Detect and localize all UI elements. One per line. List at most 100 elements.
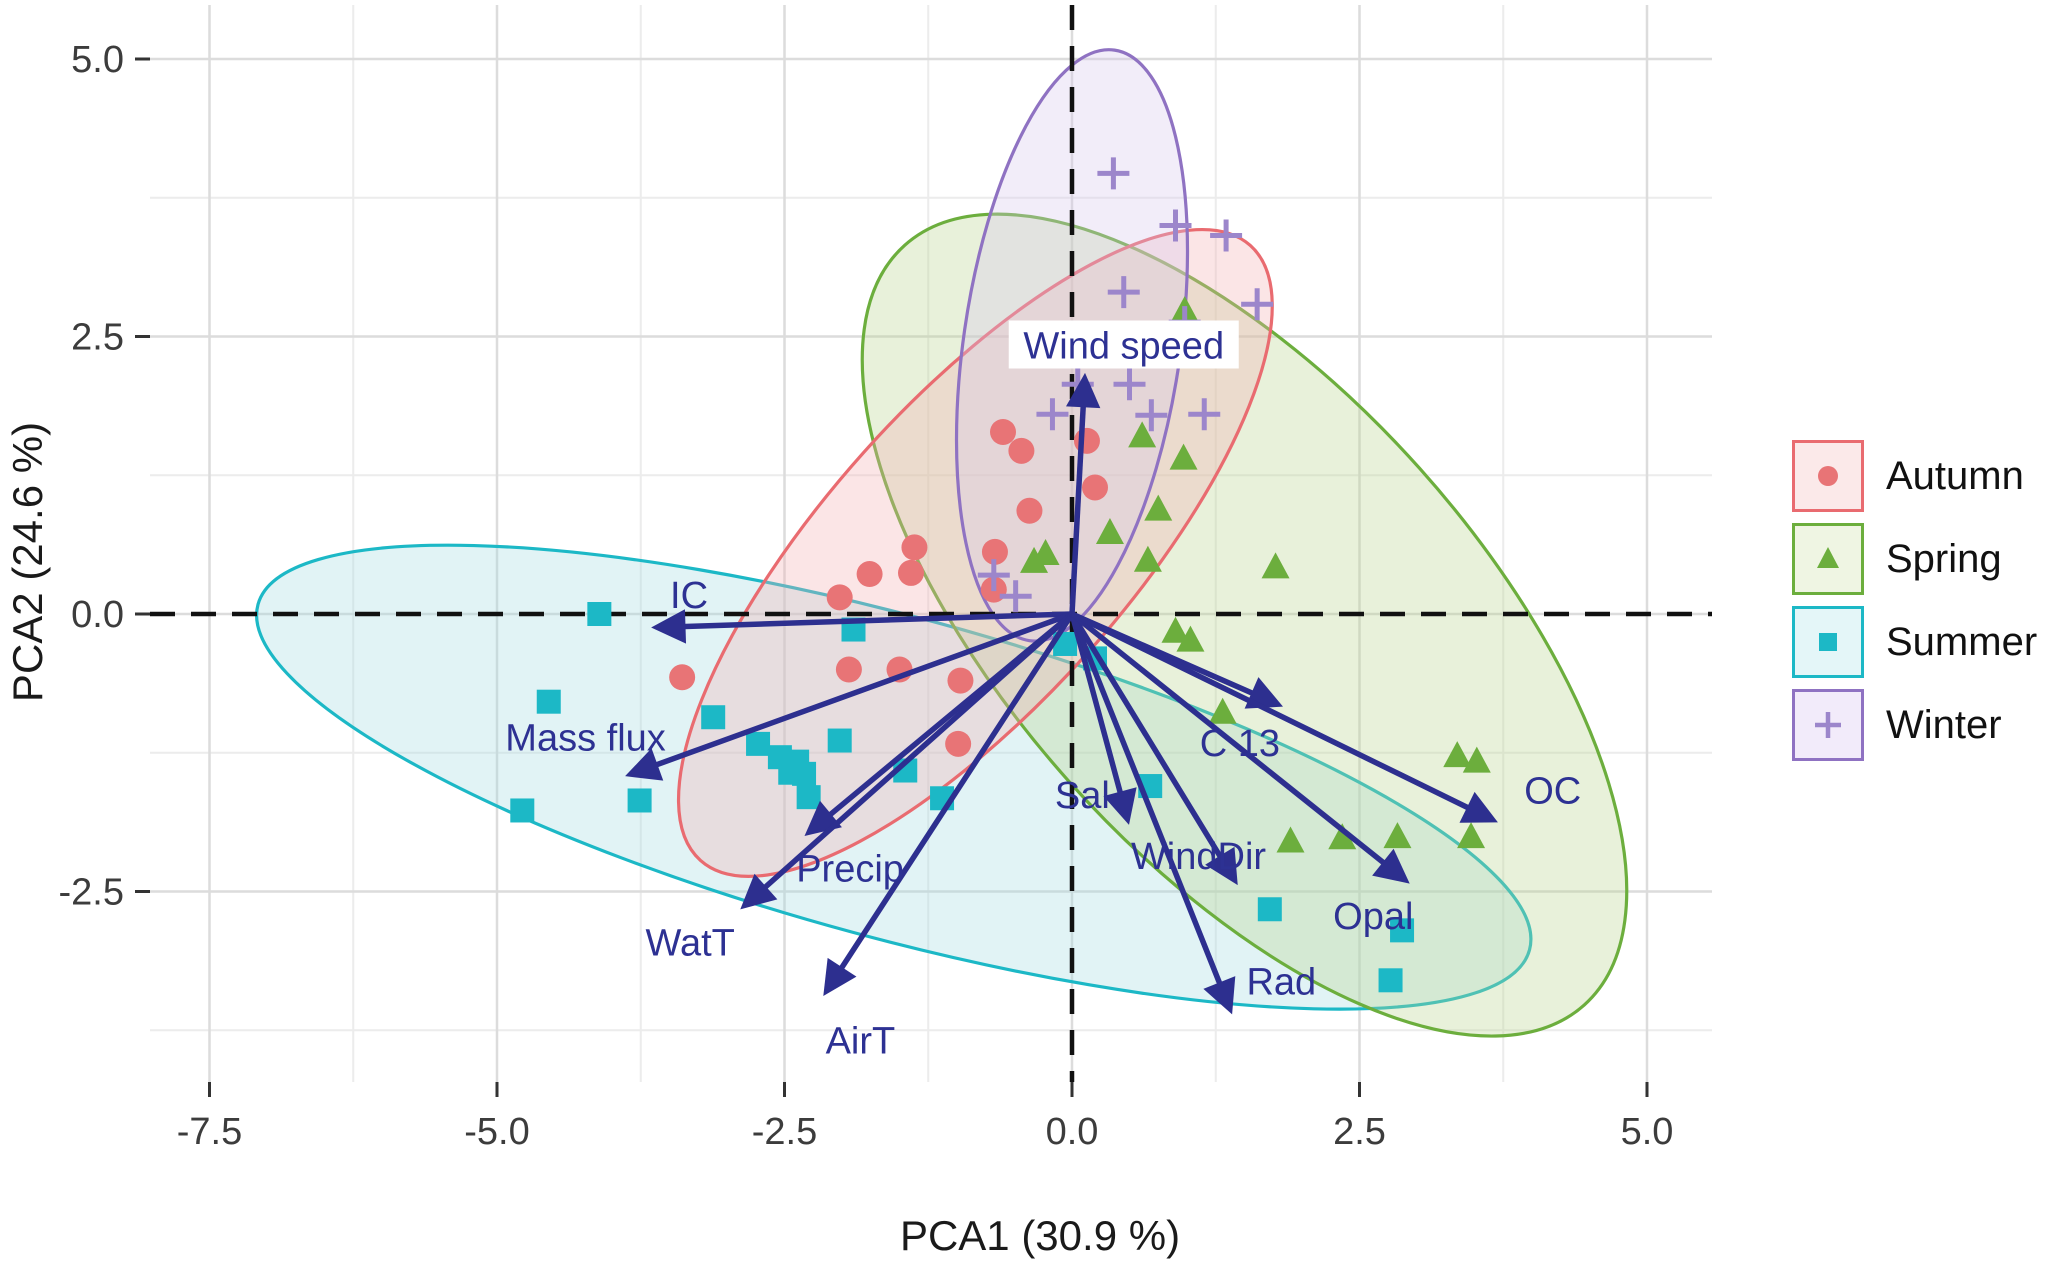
loading-label: Precip <box>796 848 904 890</box>
legend-item-autumn: Autumn <box>1792 440 2037 512</box>
data-point-square <box>701 705 726 730</box>
data-point-circle <box>669 664 696 691</box>
data-point-square <box>792 761 817 786</box>
loading-label: C 13 <box>1200 723 1280 765</box>
loading-arrow-airt <box>823 612 1075 997</box>
data-point-triangle <box>1457 822 1486 849</box>
data-point-plus <box>1241 288 1274 321</box>
y-tick-label: 0.0 <box>71 594 124 636</box>
legend-key-winter <box>1792 689 1864 761</box>
legend-item-spring: Spring <box>1792 523 2037 595</box>
y-axis-title: PCA2 (24.6 %) <box>4 421 51 703</box>
plus-icon <box>1815 712 1841 738</box>
loading-label: IC <box>670 575 708 617</box>
loading-label: WindDir <box>1131 836 1266 878</box>
data-point-triangle <box>1176 625 1205 652</box>
data-point-circle <box>1008 437 1035 464</box>
loading-arrow-oc <box>1070 611 1498 823</box>
loading-label: Mass flux <box>505 717 665 759</box>
loading-arrow-wind-speed <box>1066 372 1101 615</box>
data-point-circle <box>1073 427 1100 454</box>
data-point-circle <box>1082 474 1108 501</box>
legend-key-spring <box>1792 523 1864 595</box>
legend-key-autumn <box>1792 440 1864 512</box>
legend-key-summer <box>1792 606 1864 678</box>
data-point-circle <box>947 667 974 694</box>
data-point-triangle <box>1095 517 1124 544</box>
x-tick-label: -5.0 <box>464 1111 529 1153</box>
x-tick-label: 5.0 <box>1621 1111 1674 1153</box>
data-point-circle <box>856 561 883 588</box>
data-point-circle <box>981 538 1008 565</box>
data-point-square <box>1378 968 1403 993</box>
loading-arrow-mass-flux <box>625 611 1073 781</box>
data-point-circle <box>898 559 924 586</box>
legend: Autumn Spring Summer Winter <box>1792 440 2037 772</box>
data-point-plus <box>1135 399 1168 432</box>
data-point-square <box>510 798 535 823</box>
data-point-circle <box>945 730 972 757</box>
data-point-square <box>1390 918 1415 943</box>
y-tick-label: 5.0 <box>71 39 124 81</box>
legend-label-winter: Winter <box>1886 702 2002 747</box>
data-point-square <box>1257 897 1282 922</box>
data-point-triangle <box>1128 421 1157 448</box>
x-tick-label: -7.5 <box>177 1111 242 1153</box>
data-point-plus <box>1097 157 1130 190</box>
data-point-triangle <box>1383 822 1412 849</box>
data-point-square <box>587 602 612 626</box>
loading-arrow-watt <box>740 611 1074 910</box>
loading-arrow-ic <box>651 609 1073 644</box>
data-point-square <box>827 728 852 753</box>
data-point-circle <box>826 584 853 611</box>
loading-label: Sal <box>1055 775 1110 817</box>
square-icon <box>1819 633 1837 651</box>
data-point-plus <box>1188 398 1221 431</box>
x-axis-title: PCA1 (30.9 %) <box>899 1212 1181 1259</box>
loading-arrow-opal <box>1070 611 1410 884</box>
data-point-circle <box>901 534 928 561</box>
data-point-plus <box>1159 209 1192 242</box>
loading-label-bg <box>1008 320 1239 369</box>
x-tick-label: 0.0 <box>1046 1111 1099 1153</box>
data-point-plus <box>1113 368 1146 401</box>
legend-item-winter: Winter <box>1792 689 2037 761</box>
data-point-circle <box>990 418 1016 445</box>
loading-arrow-winddir <box>1069 612 1238 886</box>
data-point-triangle <box>1208 697 1237 724</box>
data-point-circle <box>1016 497 1043 524</box>
data-point-square <box>536 689 561 714</box>
loading-label: Rad <box>1246 962 1316 1004</box>
data-point-plus <box>999 580 1032 613</box>
x-tick-label: 2.5 <box>1333 1111 1386 1153</box>
data-point-triangle <box>1328 823 1357 850</box>
data-point-triangle <box>1169 443 1198 470</box>
data-point-circle <box>835 656 862 683</box>
loading-arrow-sal <box>1069 613 1137 825</box>
data-point-triangle <box>1020 546 1049 573</box>
circle-icon <box>1818 466 1838 486</box>
x-tick-label: -2.5 <box>752 1111 817 1153</box>
data-point-triangle <box>1133 545 1162 572</box>
loading-label: AirT <box>826 1020 896 1062</box>
data-point-plus <box>977 559 1010 592</box>
loading-label: Opal <box>1333 896 1413 938</box>
data-point-square <box>627 788 652 813</box>
y-tick-label: -2.5 <box>59 872 124 914</box>
data-point-triangle <box>1161 616 1190 643</box>
loading-label: OC <box>1524 771 1581 813</box>
data-point-triangle <box>1261 552 1290 579</box>
data-point-square <box>746 731 771 756</box>
legend-label-spring: Spring <box>1886 536 2002 581</box>
y-tick-label: 2.5 <box>71 317 124 359</box>
data-point-plus <box>1107 276 1140 309</box>
data-point-plus <box>1036 398 1069 431</box>
data-point-plus <box>1210 219 1243 252</box>
loading-label: WatT <box>646 923 735 965</box>
data-point-triangle <box>1443 741 1472 768</box>
loading-label: Wind speed <box>1023 325 1224 367</box>
data-point-square <box>796 785 821 810</box>
triangle-icon <box>1817 547 1839 568</box>
